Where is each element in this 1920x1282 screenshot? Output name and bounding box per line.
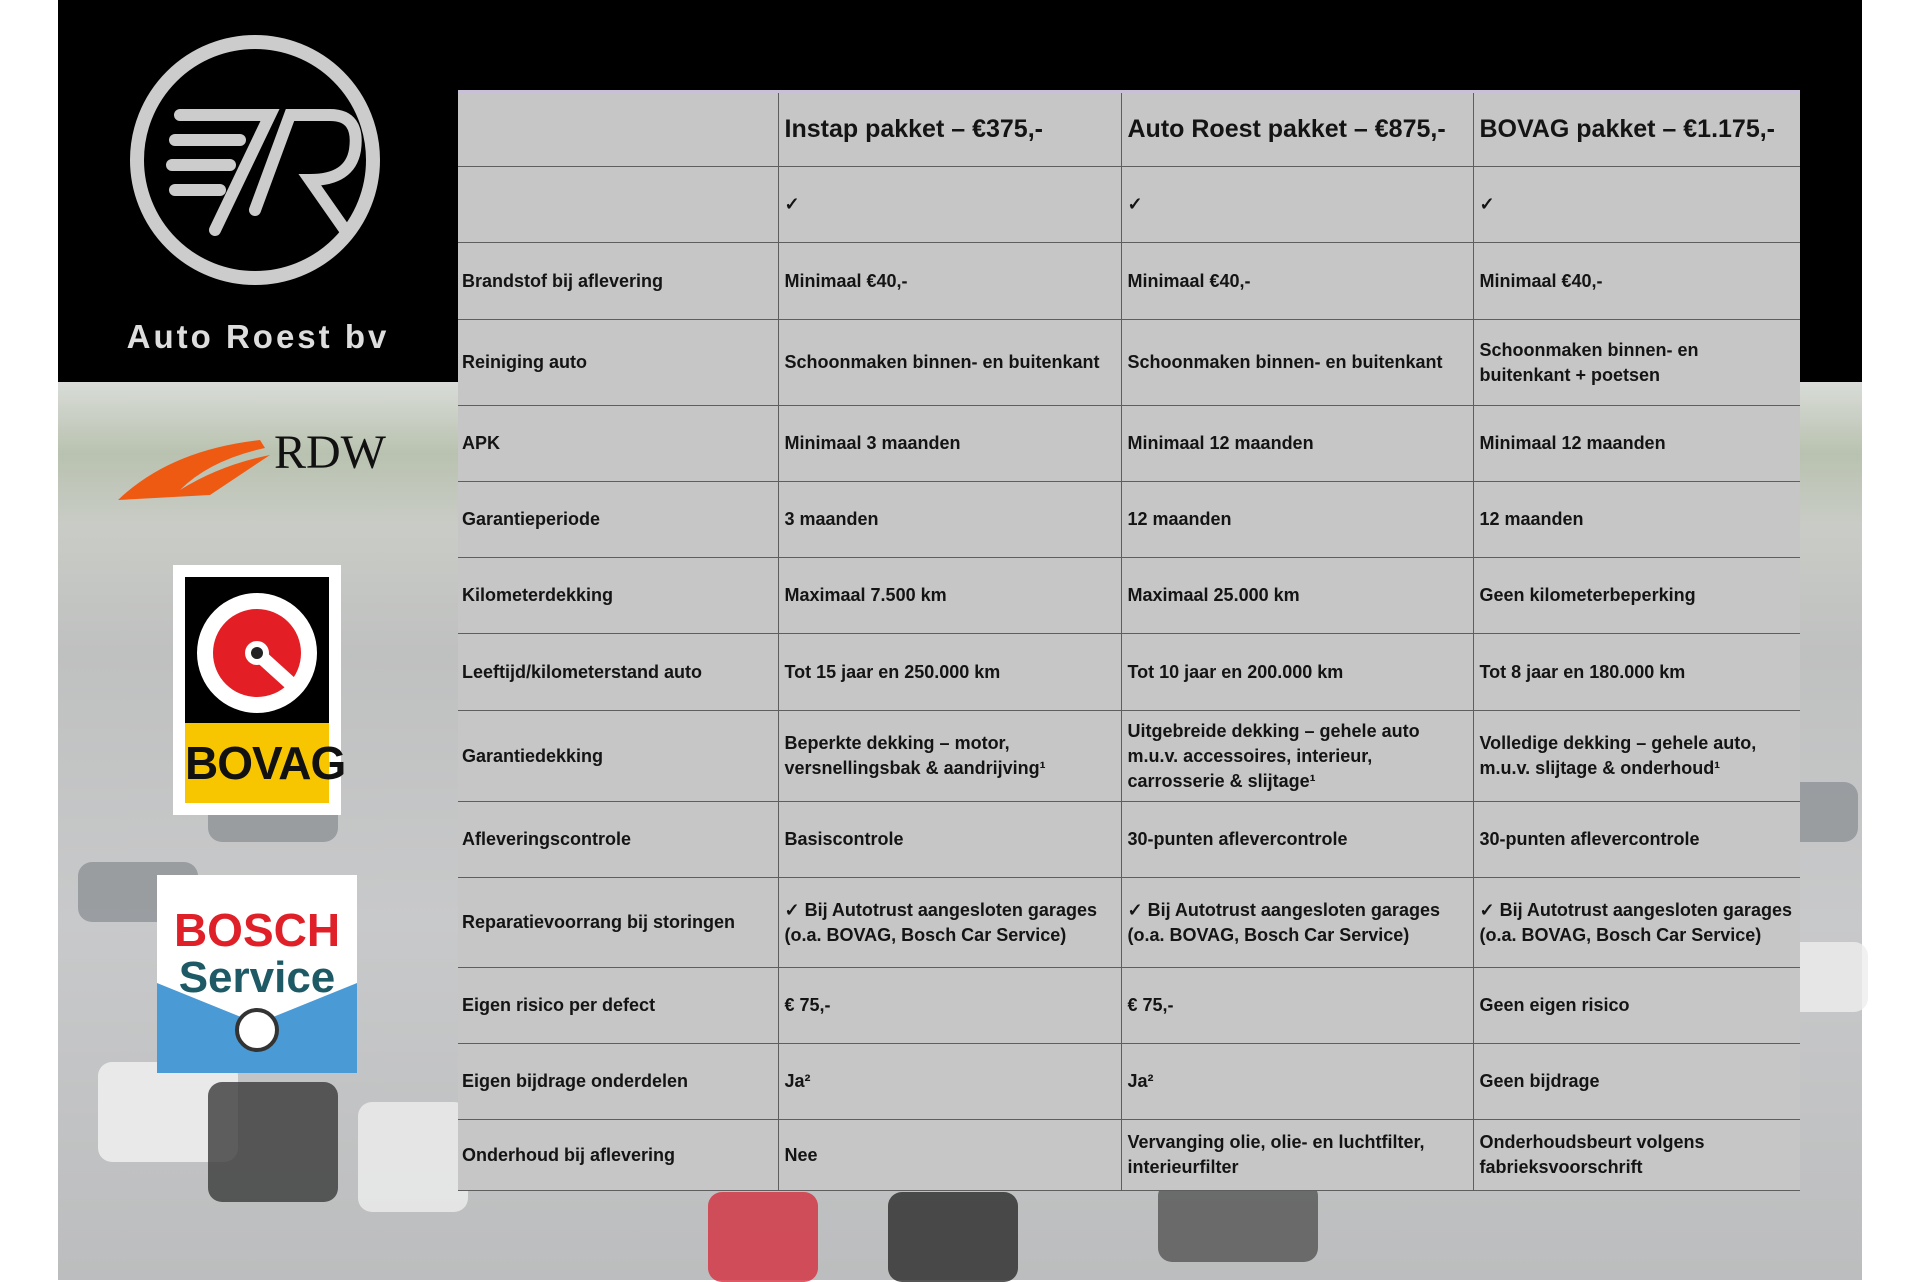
table-header-row: Instap pakket – €375,- Auto Roest pakket …: [458, 90, 1800, 167]
row-label: Afleveringscontrole: [458, 801, 779, 878]
bosch-label: BOSCH: [173, 904, 341, 956]
table-cell: Minimaal €40,-: [1472, 242, 1800, 320]
brand-name: Auto Roest bv: [126, 318, 390, 355]
table-cell: Tot 10 jaar en 200.000 km: [1120, 633, 1474, 711]
rdw-logo: [118, 440, 270, 500]
table-row: Garantieperiode 3 maanden 12 maanden 12 maa…: [458, 481, 1800, 558]
table-row: Eigen bijdrage onderdelen Ja² Ja² Geen bijd…: [458, 1043, 1800, 1120]
table-cell: ✓: [1120, 166, 1474, 243]
table-cell: ✓ Bij Autotrust aangesloten garages (o.a…: [1472, 877, 1800, 968]
table-cell: Onderhoudsbeurt volgens fabrieksvoorschr…: [1472, 1119, 1800, 1191]
table-cell: Ja²: [1120, 1043, 1474, 1120]
table-cell: 12 maanden: [1120, 481, 1474, 558]
table-cell: ✓: [1472, 166, 1800, 243]
column-header: [458, 90, 779, 167]
row-label: Garantieperiode: [458, 481, 779, 558]
column-header: BOVAG pakket – €1.175,-: [1472, 90, 1800, 167]
table-cell: Maximaal 25.000 km: [1120, 557, 1474, 634]
table-row: ✓ ✓ ✓: [458, 166, 1800, 243]
table-row: Onderhoud bij aflevering Nee Vervanging ol…: [458, 1119, 1800, 1191]
table-row: Afleveringscontrole Basiscontrole 30-punte…: [458, 801, 1800, 878]
table-cell: € 75,-: [1120, 967, 1474, 1044]
table-cell: Schoonmaken binnen- en buitenkant + poet…: [1472, 319, 1800, 406]
table-cell: 30-punten aflevercontrole: [1472, 801, 1800, 878]
table-row: Reparatievoorrang bij storingen ✓ Bij Aut…: [458, 877, 1800, 968]
table-row: Leeftijd/kilometerstand auto Tot 15 jaar …: [458, 633, 1800, 711]
table-cell: Schoonmaken binnen- en buitenkant: [777, 319, 1122, 406]
table-cell: Geen eigen risico: [1472, 967, 1800, 1044]
row-label: Reparatievoorrang bij storingen: [458, 877, 779, 968]
table-cell: Vervanging olie, olie- en luchtfilter, i…: [1120, 1119, 1474, 1191]
table-cell: Minimaal 12 maanden: [1120, 405, 1474, 482]
table-cell: Tot 15 jaar en 250.000 km: [777, 633, 1122, 711]
table-row: Garantiedekking Beperkte dekking – motor,…: [458, 710, 1800, 802]
table-cell: Minimaal €40,-: [1120, 242, 1474, 320]
table-row: Kilometerdekking Maximaal 7.500 km Maximaa…: [458, 557, 1800, 634]
table-cell: ✓ Bij Autotrust aangesloten garages (o.a…: [777, 877, 1122, 968]
table-cell: € 75,-: [777, 967, 1122, 1044]
table-cell: Minimaal 12 maanden: [1472, 405, 1800, 482]
table-cell: 12 maanden: [1472, 481, 1800, 558]
table-cell: Tot 8 jaar en 180.000 km: [1472, 633, 1800, 711]
table-cell: ✓: [777, 166, 1122, 243]
row-label: Onderhoud bij aflevering: [458, 1119, 779, 1191]
bovag-logo: BOVAG: [173, 565, 346, 815]
table-cell: 3 maanden: [777, 481, 1122, 558]
rdw-label: RDW: [274, 426, 386, 479]
bosch-service-logo: BOSCH Service: [157, 875, 357, 1073]
table-row: Reiniging auto Schoonmaken binnen- en bui…: [458, 319, 1800, 406]
row-label: Eigen bijdrage onderdelen: [458, 1043, 779, 1120]
table-cell: Nee: [777, 1119, 1122, 1191]
table-cell: Geen bijdrage: [1472, 1043, 1800, 1120]
row-label: Leeftijd/kilometerstand auto: [458, 633, 779, 711]
table-cell: Beperkte dekking – motor, versnellingsba…: [777, 710, 1122, 802]
table-row: Brandstof bij aflevering Minimaal €40,- Mi…: [458, 242, 1800, 320]
bosch-armature-icon: [235, 1008, 279, 1052]
row-label: Brandstof bij aflevering: [458, 242, 779, 320]
row-label: Reiniging auto: [458, 319, 779, 406]
table-cell: 30-punten aflevercontrole: [1120, 801, 1474, 878]
column-header: Auto Roest pakket – €875,-: [1120, 90, 1474, 167]
row-label: [458, 166, 779, 243]
table-cell: Uitgebreide dekking – gehele auto m.u.v.…: [1120, 710, 1474, 802]
auto-roest-logo: [130, 35, 380, 285]
table-cell: Ja²: [777, 1043, 1122, 1120]
table-cell: Volledige dekking – gehele auto, m.u.v. …: [1472, 710, 1800, 802]
column-header: Instap pakket – €375,-: [777, 90, 1122, 167]
row-label: Eigen risico per defect: [458, 967, 779, 1044]
bovag-label: BOVAG: [185, 723, 346, 803]
table-cell: ✓ Bij Autotrust aangesloten garages (o.a…: [1120, 877, 1474, 968]
row-label: Garantiedekking: [458, 710, 779, 802]
table-row: APK Minimaal 3 maanden Minimaal 12 maanden…: [458, 405, 1800, 482]
package-comparison-table: Instap pakket – €375,- Auto Roest pakket …: [458, 90, 1800, 1191]
row-label: APK: [458, 405, 779, 482]
table-cell: Maximaal 7.500 km: [777, 557, 1122, 634]
table-cell: Basiscontrole: [777, 801, 1122, 878]
row-label: Kilometerdekking: [458, 557, 779, 634]
table-cell: Geen kilometerbeperking: [1472, 557, 1800, 634]
table-cell: Schoonmaken binnen- en buitenkant: [1120, 319, 1474, 406]
table-cell: Minimaal 3 maanden: [777, 405, 1122, 482]
table-cell: Minimaal €40,-: [777, 242, 1122, 320]
table-row: Eigen risico per defect € 75,- € 75,- Geen …: [458, 967, 1800, 1044]
service-label: Service: [178, 953, 336, 1002]
